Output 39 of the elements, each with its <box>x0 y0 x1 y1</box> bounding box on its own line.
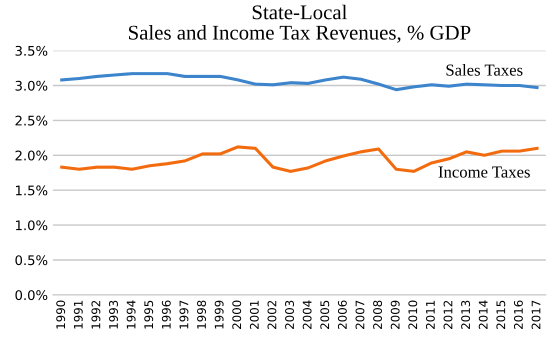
x-tick-label: 1990 <box>56 300 66 329</box>
x-tick-label: 1995 <box>144 300 154 329</box>
x-tick-label: 1996 <box>162 300 171 329</box>
x-tick-label: 2014 <box>478 300 488 329</box>
series-label: Sales Taxes <box>446 64 522 76</box>
x-tick-label: 2016 <box>514 300 523 329</box>
x-tick-label: 2015 <box>496 300 506 329</box>
y-tick-label: 3.0% <box>16 80 48 91</box>
x-tick-label: 1992 <box>91 300 100 329</box>
x-tick-label: 2006 <box>338 300 347 329</box>
x-tick-label: 2004 <box>302 300 312 329</box>
y-tick-label: 2.0% <box>16 150 48 161</box>
chart-title: State-Local Sales and Income Tax Revenues, % GDP <box>128 4 470 43</box>
x-tick-label: 2017 <box>532 300 540 329</box>
y-tick-label: 2.5% <box>16 116 48 126</box>
y-tick-label: 3.5% <box>16 46 48 56</box>
x-tick-label: 2002 <box>267 300 276 329</box>
x-tick-label: 1999 <box>214 300 224 329</box>
x-tick-label: 1997 <box>179 300 188 329</box>
y-tick-label: 0.5% <box>15 255 48 266</box>
x-tick-label: 1993 <box>109 300 118 329</box>
y-tick-label: 1.5% <box>16 185 48 196</box>
x-tick-label: 2007 <box>356 300 364 329</box>
x-tick-label: 2013 <box>461 300 470 329</box>
x-tick-label: 1991 <box>74 300 83 329</box>
y-tick-label: 1.0% <box>16 220 48 230</box>
y-tick-label: 0.0% <box>15 290 48 300</box>
x-tick-label: 1994 <box>126 300 136 329</box>
x-tick-label: 1998 <box>197 300 206 329</box>
x-tick-label: 2011 <box>426 300 435 329</box>
x-tick-label: 2001 <box>250 300 259 329</box>
x-tick-label: 2009 <box>390 300 400 329</box>
x-tick-label: 2003 <box>285 300 294 329</box>
x-tick-label: 2008 <box>373 300 382 329</box>
x-tick-label: 2012 <box>444 300 452 329</box>
x-tick-label: 2005 <box>320 300 330 329</box>
x-tick-label: 2010 <box>408 300 418 329</box>
x-tick-label: 2000 <box>232 300 242 329</box>
series-label: Income Taxes <box>438 166 530 178</box>
